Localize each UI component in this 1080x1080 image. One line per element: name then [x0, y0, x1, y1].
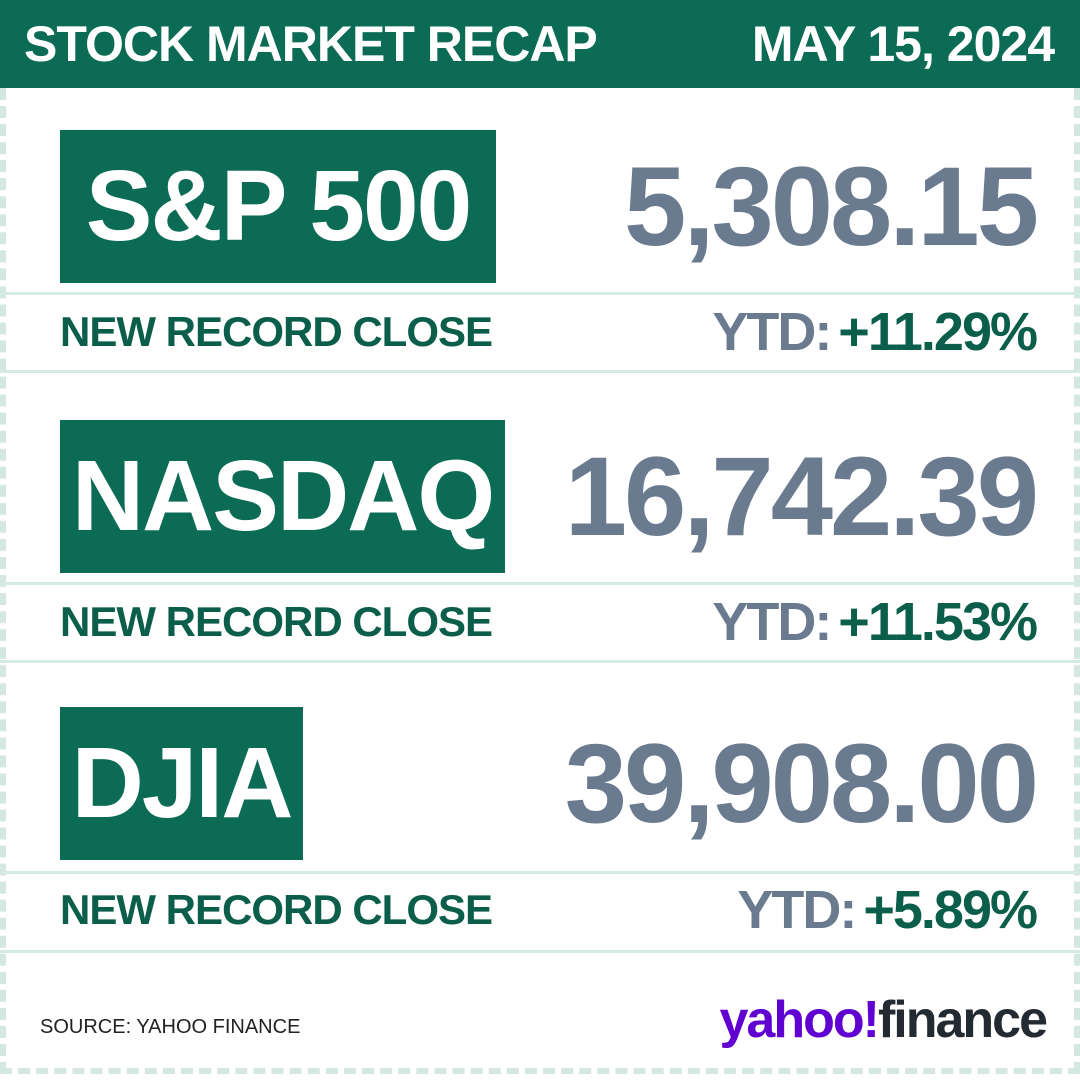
ytd-value: +5.89%: [863, 880, 1038, 940]
record-note: NEW RECORD CLOSE: [60, 598, 493, 645]
ytd-label: YTD:: [712, 302, 832, 362]
ytd-value: +11.53%: [838, 592, 1038, 652]
dotted-frame: [0, 88, 1080, 1074]
index-name: DJIA: [60, 707, 303, 860]
divider: [0, 660, 1080, 663]
title: STOCK MARKET RECAP: [24, 16, 598, 72]
ytd-label: YTD:: [712, 592, 832, 652]
ytd-value: +11.29%: [838, 302, 1038, 362]
ytd: YTD: +5.89%: [737, 878, 1038, 942]
date: MAY 15, 2024: [751, 16, 1055, 72]
divider: [0, 871, 1080, 874]
logo: yahoo!finance: [719, 990, 1048, 1050]
logo-product: finance: [877, 991, 1048, 1049]
ytd-label: YTD:: [737, 880, 857, 940]
index-name: S&P 500: [60, 130, 496, 283]
header-bar: STOCK MARKET RECAP MAY 15, 2024: [0, 0, 1080, 88]
divider: [0, 292, 1080, 295]
divider: [0, 950, 1080, 953]
record-note: NEW RECORD CLOSE: [60, 886, 493, 933]
index-close: 5,308.15: [624, 144, 1039, 269]
record-note: NEW RECORD CLOSE: [60, 308, 493, 355]
source: SOURCE: YAHOO FINANCE: [40, 1016, 301, 1038]
divider: [0, 582, 1080, 585]
index-close: 39,908.00: [564, 721, 1039, 846]
ytd: YTD: +11.29%: [712, 300, 1038, 364]
divider: [0, 370, 1080, 373]
index-close: 16,742.39: [564, 434, 1039, 559]
logo-brand: yahoo!: [719, 991, 879, 1049]
ytd: YTD: +11.53%: [712, 590, 1038, 654]
index-name: NASDAQ: [60, 420, 505, 573]
